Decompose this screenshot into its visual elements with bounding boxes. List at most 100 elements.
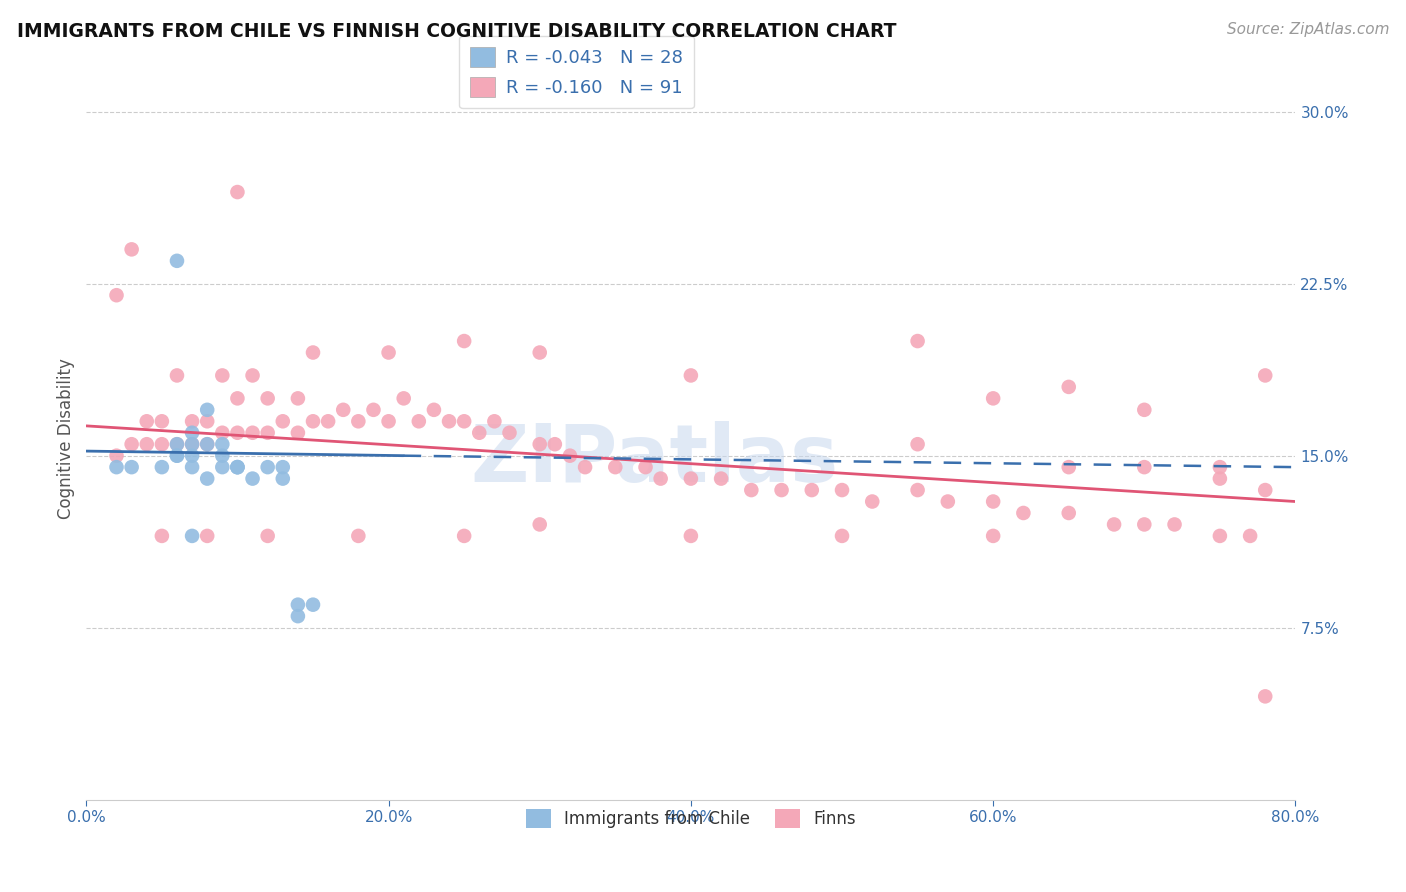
Point [484, 414, 506, 428]
Point [302, 414, 325, 428]
Point [287, 392, 309, 406]
Point [605, 460, 627, 475]
Text: ZIPatlas: ZIPatlas [471, 421, 839, 500]
Point [1209, 460, 1232, 475]
Point [195, 437, 218, 451]
Point [242, 472, 264, 486]
Point [1209, 529, 1232, 543]
Point [1133, 402, 1156, 417]
Point [936, 494, 959, 508]
Point [558, 449, 581, 463]
Point [377, 345, 399, 359]
Point [529, 517, 551, 532]
Point [453, 414, 475, 428]
Point [166, 437, 188, 451]
Point [211, 368, 233, 383]
Point [302, 345, 325, 359]
Point [1133, 460, 1156, 475]
Point [226, 425, 249, 440]
Point [1239, 529, 1261, 543]
Point [181, 425, 204, 440]
Point [271, 460, 294, 475]
Point [256, 529, 278, 543]
Point [181, 437, 204, 451]
Point [166, 437, 188, 451]
Point [831, 529, 853, 543]
Point [679, 368, 702, 383]
Point [211, 437, 233, 451]
Point [195, 402, 218, 417]
Point [166, 368, 188, 383]
Point [287, 425, 309, 440]
Point [981, 494, 1004, 508]
Point [529, 345, 551, 359]
Point [907, 483, 929, 497]
Point [453, 529, 475, 543]
Point [679, 472, 702, 486]
Point [226, 392, 249, 406]
Point [710, 472, 733, 486]
Point [437, 414, 460, 428]
Text: IMMIGRANTS FROM CHILE VS FINNISH COGNITIVE DISABILITY CORRELATION CHART: IMMIGRANTS FROM CHILE VS FINNISH COGNITI… [17, 22, 897, 41]
Point [211, 425, 233, 440]
Point [211, 460, 233, 475]
Point [1254, 690, 1277, 704]
Point [150, 414, 173, 428]
Point [907, 334, 929, 348]
Point [1209, 472, 1232, 486]
Point [1057, 380, 1080, 394]
Point [256, 392, 278, 406]
Point [105, 460, 128, 475]
Point [800, 483, 823, 497]
Point [981, 529, 1004, 543]
Point [679, 529, 702, 543]
Point [831, 483, 853, 497]
Point [181, 437, 204, 451]
Point [453, 334, 475, 348]
Point [135, 414, 157, 428]
Point [166, 449, 188, 463]
Point [1254, 368, 1277, 383]
Point [740, 483, 762, 497]
Point [1133, 517, 1156, 532]
Point [1012, 506, 1035, 520]
Point [105, 288, 128, 302]
Point [423, 402, 446, 417]
Text: Source: ZipAtlas.com: Source: ZipAtlas.com [1226, 22, 1389, 37]
Point [392, 392, 415, 406]
Point [271, 472, 294, 486]
Point [135, 437, 157, 451]
Point [287, 609, 309, 624]
Point [121, 243, 143, 257]
Point [226, 460, 249, 475]
Point [1057, 506, 1080, 520]
Point [650, 472, 672, 486]
Point [347, 414, 370, 428]
Point [105, 449, 128, 463]
Point [316, 414, 339, 428]
Point [226, 460, 249, 475]
Point [195, 472, 218, 486]
Point [1163, 517, 1185, 532]
Point [363, 402, 385, 417]
Point [408, 414, 430, 428]
Point [181, 414, 204, 428]
Point [195, 414, 218, 428]
Point [770, 483, 793, 497]
Point [981, 392, 1004, 406]
Point [544, 437, 567, 451]
Point [498, 425, 520, 440]
Point [181, 449, 204, 463]
Point [150, 437, 173, 451]
Point [256, 425, 278, 440]
Point [181, 460, 204, 475]
Point [347, 529, 370, 543]
Point [181, 529, 204, 543]
Point [195, 529, 218, 543]
Point [242, 368, 264, 383]
Point [529, 437, 551, 451]
Point [1254, 483, 1277, 497]
Point [166, 449, 188, 463]
Point [907, 437, 929, 451]
Point [166, 253, 188, 268]
